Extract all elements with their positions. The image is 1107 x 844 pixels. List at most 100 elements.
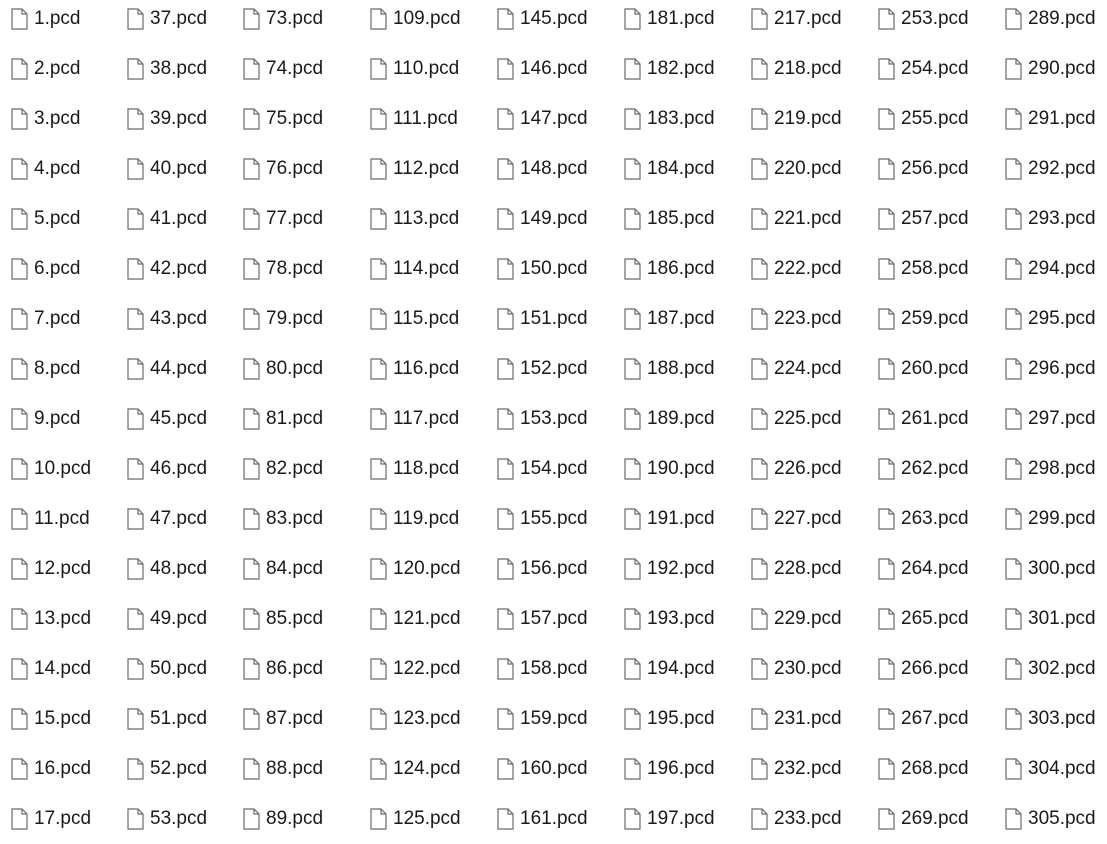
file-item[interactable]: 109.pcd [370,4,461,34]
file-item[interactable]: 253.pcd [878,4,969,34]
file-item[interactable]: 293.pcd [1005,204,1096,234]
file-item[interactable]: 299.pcd [1005,504,1096,534]
file-item[interactable]: 17.pcd [11,804,91,834]
file-item[interactable]: 195.pcd [624,704,715,734]
file-item[interactable]: 304.pcd [1005,754,1096,784]
file-item[interactable]: 6.pcd [11,254,80,284]
file-item[interactable]: 7.pcd [11,304,80,334]
file-item[interactable]: 117.pcd [370,404,459,434]
file-item[interactable]: 197.pcd [624,804,715,834]
file-item[interactable]: 259.pcd [878,304,969,334]
file-item[interactable]: 8.pcd [11,354,80,384]
file-item[interactable]: 123.pcd [370,704,461,734]
file-item[interactable]: 4.pcd [11,154,80,184]
file-item[interactable]: 152.pcd [497,354,588,384]
file-item[interactable]: 11.pcd [11,504,90,534]
file-item[interactable]: 86.pcd [243,654,323,684]
file-item[interactable]: 5.pcd [11,204,80,234]
file-item[interactable]: 9.pcd [11,404,80,434]
file-item[interactable]: 146.pcd [497,54,588,84]
file-item[interactable]: 188.pcd [624,354,715,384]
file-item[interactable]: 41.pcd [127,204,207,234]
file-item[interactable]: 124.pcd [370,754,461,784]
file-item[interactable]: 256.pcd [878,154,969,184]
file-item[interactable]: 53.pcd [127,804,207,834]
file-item[interactable]: 42.pcd [127,254,207,284]
file-item[interactable]: 10.pcd [11,454,91,484]
file-item[interactable]: 222.pcd [751,254,842,284]
file-item[interactable]: 80.pcd [243,354,323,384]
file-item[interactable]: 218.pcd [751,54,842,84]
file-item[interactable]: 122.pcd [370,654,461,684]
file-item[interactable]: 223.pcd [751,304,842,334]
file-item[interactable]: 78.pcd [243,254,323,284]
file-item[interactable]: 52.pcd [127,754,207,784]
file-item[interactable]: 291.pcd [1005,104,1096,134]
file-item[interactable]: 1.pcd [11,4,80,34]
file-item[interactable]: 232.pcd [751,754,842,784]
file-item[interactable]: 217.pcd [751,4,842,34]
file-item[interactable]: 155.pcd [497,504,588,534]
file-item[interactable]: 262.pcd [878,454,969,484]
file-item[interactable]: 114.pcd [370,254,459,284]
file-item[interactable]: 150.pcd [497,254,588,284]
file-item[interactable]: 294.pcd [1005,254,1096,284]
file-item[interactable]: 194.pcd [624,654,715,684]
file-item[interactable]: 2.pcd [11,54,80,84]
file-item[interactable]: 265.pcd [878,604,969,634]
file-item[interactable]: 48.pcd [127,554,207,584]
file-item[interactable]: 118.pcd [370,454,459,484]
file-item[interactable]: 297.pcd [1005,404,1096,434]
file-item[interactable]: 84.pcd [243,554,323,584]
file-item[interactable]: 38.pcd [127,54,207,84]
file-item[interactable]: 153.pcd [497,404,588,434]
file-item[interactable]: 261.pcd [878,404,969,434]
file-item[interactable]: 87.pcd [243,704,323,734]
file-item[interactable]: 157.pcd [497,604,588,634]
file-item[interactable]: 298.pcd [1005,454,1096,484]
file-item[interactable]: 219.pcd [751,104,842,134]
file-item[interactable]: 227.pcd [751,504,842,534]
file-item[interactable]: 156.pcd [497,554,588,584]
file-item[interactable]: 231.pcd [751,704,842,734]
file-item[interactable]: 229.pcd [751,604,842,634]
file-item[interactable]: 193.pcd [624,604,715,634]
file-item[interactable]: 82.pcd [243,454,323,484]
file-item[interactable]: 12.pcd [11,554,91,584]
file-item[interactable]: 257.pcd [878,204,969,234]
file-item[interactable]: 88.pcd [243,754,323,784]
file-item[interactable]: 81.pcd [243,404,323,434]
file-item[interactable]: 255.pcd [878,104,969,134]
file-item[interactable]: 187.pcd [624,304,715,334]
file-item[interactable]: 226.pcd [751,454,842,484]
file-item[interactable]: 3.pcd [11,104,80,134]
file-item[interactable]: 50.pcd [127,654,207,684]
file-item[interactable]: 51.pcd [127,704,207,734]
file-item[interactable]: 302.pcd [1005,654,1096,684]
file-item[interactable]: 260.pcd [878,354,969,384]
file-item[interactable]: 89.pcd [243,804,323,834]
file-item[interactable]: 220.pcd [751,154,842,184]
file-item[interactable]: 258.pcd [878,254,969,284]
file-item[interactable]: 266.pcd [878,654,969,684]
file-item[interactable]: 111.pcd [370,104,458,134]
file-item[interactable]: 295.pcd [1005,304,1096,334]
file-item[interactable]: 75.pcd [243,104,323,134]
file-item[interactable]: 76.pcd [243,154,323,184]
file-item[interactable]: 301.pcd [1005,604,1096,634]
file-item[interactable]: 303.pcd [1005,704,1096,734]
file-item[interactable]: 296.pcd [1005,354,1096,384]
file-item[interactable]: 39.pcd [127,104,207,134]
file-item[interactable]: 145.pcd [497,4,588,34]
file-item[interactable]: 46.pcd [127,454,207,484]
file-item[interactable]: 230.pcd [751,654,842,684]
file-item[interactable]: 43.pcd [127,304,207,334]
file-item[interactable]: 125.pcd [370,804,461,834]
file-item[interactable]: 190.pcd [624,454,715,484]
file-item[interactable]: 268.pcd [878,754,969,784]
file-item[interactable]: 221.pcd [751,204,842,234]
file-item[interactable]: 300.pcd [1005,554,1096,584]
file-item[interactable]: 77.pcd [243,204,323,234]
file-item[interactable]: 305.pcd [1005,804,1096,834]
file-item[interactable]: 225.pcd [751,404,842,434]
